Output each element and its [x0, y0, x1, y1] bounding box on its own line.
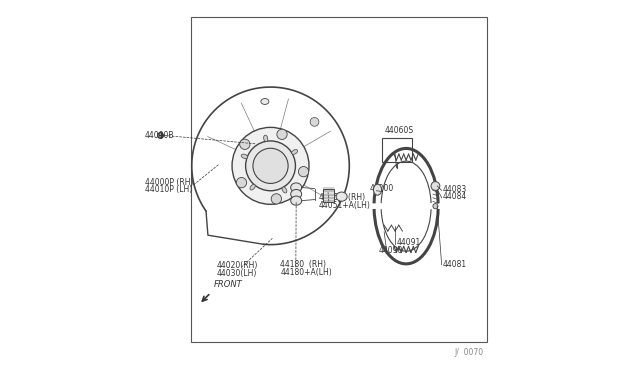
Ellipse shape — [292, 150, 298, 154]
Text: FRONT: FRONT — [214, 280, 243, 289]
Text: 44010P (LH): 44010P (LH) — [145, 185, 192, 194]
Ellipse shape — [291, 189, 301, 199]
Text: 44083: 44083 — [443, 185, 467, 194]
Ellipse shape — [336, 192, 347, 201]
Circle shape — [240, 139, 250, 150]
Text: J/  0070: J/ 0070 — [454, 349, 483, 357]
Text: 44000P (RH): 44000P (RH) — [145, 178, 193, 187]
Ellipse shape — [241, 154, 248, 158]
Text: 44180  (RH): 44180 (RH) — [280, 260, 326, 269]
Text: 44084: 44084 — [443, 192, 467, 202]
Circle shape — [433, 203, 438, 209]
Text: 44060S: 44060S — [385, 126, 413, 135]
Bar — [381, 138, 412, 162]
Circle shape — [310, 118, 319, 126]
Circle shape — [253, 148, 288, 183]
Text: 44200: 44200 — [370, 185, 394, 193]
Text: 44180+A(LH): 44180+A(LH) — [280, 267, 332, 277]
Ellipse shape — [282, 187, 287, 193]
Circle shape — [431, 182, 440, 190]
Text: 44000B: 44000B — [145, 131, 174, 140]
Ellipse shape — [374, 184, 381, 195]
Circle shape — [236, 177, 246, 188]
Circle shape — [277, 129, 287, 140]
Text: 44081: 44081 — [443, 260, 467, 269]
Circle shape — [298, 167, 308, 177]
Bar — [191, 17, 487, 342]
Text: 44051+A(LH): 44051+A(LH) — [319, 201, 371, 209]
Ellipse shape — [261, 99, 269, 105]
Circle shape — [246, 141, 296, 191]
Ellipse shape — [291, 183, 301, 192]
Ellipse shape — [250, 185, 255, 190]
Text: 44091: 44091 — [396, 238, 420, 247]
Ellipse shape — [291, 196, 301, 205]
Text: 44090: 44090 — [379, 246, 403, 254]
Text: 44020(RH): 44020(RH) — [217, 262, 258, 270]
Text: 44030(LH): 44030(LH) — [217, 269, 257, 278]
Circle shape — [232, 127, 309, 204]
Circle shape — [271, 194, 282, 204]
Text: 44051  (RH): 44051 (RH) — [319, 193, 365, 202]
Bar — [323, 189, 334, 202]
Ellipse shape — [264, 135, 268, 142]
